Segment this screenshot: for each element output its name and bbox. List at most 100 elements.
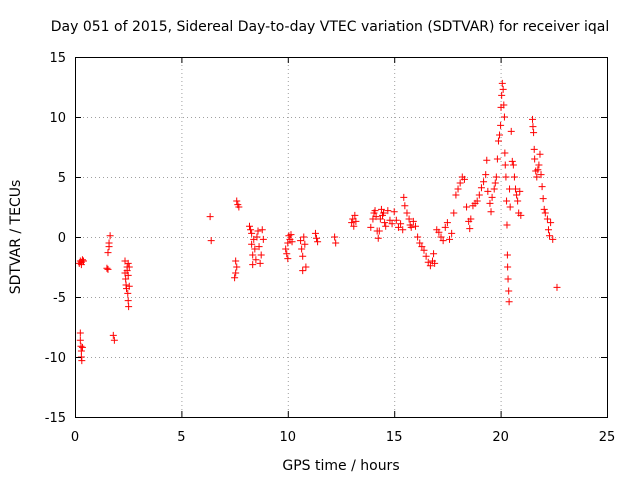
data-point <box>386 216 394 224</box>
data-point <box>123 267 131 275</box>
data-point <box>392 216 400 224</box>
data-point <box>473 197 481 205</box>
data-point <box>297 237 305 245</box>
data-point <box>414 233 422 241</box>
x-tick-label: 10 <box>280 430 297 445</box>
data-point <box>504 275 512 283</box>
data-point <box>125 282 133 290</box>
data-point <box>441 223 449 231</box>
data-point <box>124 271 132 279</box>
data-point <box>503 221 511 229</box>
data-point <box>394 223 402 231</box>
data-point <box>283 250 291 258</box>
data-point <box>537 171 545 179</box>
data-point <box>251 245 259 253</box>
data-point <box>375 227 383 235</box>
x-axis-ticks: 0 5 10 15 20 25 <box>71 57 615 445</box>
data-point <box>247 226 255 234</box>
data-point <box>301 240 309 248</box>
data-point <box>258 226 266 234</box>
data-point <box>331 233 339 241</box>
data-point <box>284 255 292 263</box>
y-axis-label: SDTVAR / TECUs <box>8 180 24 295</box>
data-point <box>299 252 307 260</box>
data-point <box>287 231 295 239</box>
data-point <box>502 173 510 181</box>
data-point <box>505 287 513 295</box>
data-point <box>254 227 262 235</box>
data-point <box>498 91 506 99</box>
data-point <box>487 208 495 216</box>
y-tick-label: -10 <box>45 351 66 366</box>
data-point <box>435 228 443 236</box>
x-tick-label: 25 <box>599 430 616 445</box>
data-point <box>540 205 548 213</box>
grid-lines <box>75 57 607 417</box>
data-point <box>411 222 419 230</box>
data-point <box>249 261 257 269</box>
data-point <box>257 251 265 259</box>
y-tick-label: -5 <box>53 291 66 306</box>
data-point <box>450 209 458 217</box>
data-point <box>529 115 537 123</box>
data-point <box>124 259 132 267</box>
data-point <box>403 209 411 217</box>
data-point <box>388 220 396 228</box>
data-point <box>530 129 538 137</box>
data-point <box>549 235 557 243</box>
y-tick-label: 15 <box>49 51 66 66</box>
data-point <box>534 166 542 174</box>
data-point <box>76 336 84 344</box>
data-point <box>122 275 130 283</box>
data-point <box>544 226 552 234</box>
data-point <box>284 239 292 247</box>
data-point <box>496 131 504 139</box>
data-point <box>77 347 85 355</box>
data-point <box>397 220 405 228</box>
data-point <box>207 237 215 245</box>
data-point <box>233 197 241 205</box>
data-point <box>124 289 132 297</box>
data-point <box>430 250 438 258</box>
data-point <box>78 357 86 365</box>
data-point <box>282 245 290 253</box>
data-point <box>497 121 505 129</box>
data-point <box>311 229 319 237</box>
data-point <box>501 149 509 157</box>
data-point <box>232 257 240 265</box>
data-point <box>248 240 256 248</box>
x-axis-label: GPS time / hours <box>282 458 399 474</box>
data-point <box>424 258 432 266</box>
data-point <box>477 184 485 192</box>
data-point <box>466 225 474 233</box>
data-point <box>422 252 430 260</box>
data-point <box>104 265 112 273</box>
data-point <box>491 179 499 187</box>
data-point <box>384 207 392 215</box>
data-point <box>332 239 340 247</box>
data-point <box>467 215 475 223</box>
data-point <box>443 219 451 227</box>
data-point <box>500 113 508 121</box>
data-point <box>452 191 460 199</box>
data-point <box>509 161 517 169</box>
data-point <box>484 187 492 195</box>
data-point <box>504 263 512 271</box>
data-point <box>399 226 407 234</box>
data-point <box>401 202 409 210</box>
data-point <box>463 203 471 211</box>
chart-title: Day 051 of 2015, Sidereal Day-to-day VTE… <box>51 19 609 35</box>
data-point <box>437 233 445 241</box>
data-point <box>547 219 555 227</box>
data-point <box>516 187 524 195</box>
data-point <box>231 274 239 282</box>
data-point <box>245 222 253 230</box>
data-point <box>109 331 117 339</box>
data-point <box>351 211 359 219</box>
data-point <box>400 193 408 201</box>
data-point <box>390 208 398 216</box>
data-point <box>541 209 549 217</box>
data-point <box>513 191 521 199</box>
data-point <box>382 222 390 230</box>
data-point <box>233 263 241 271</box>
